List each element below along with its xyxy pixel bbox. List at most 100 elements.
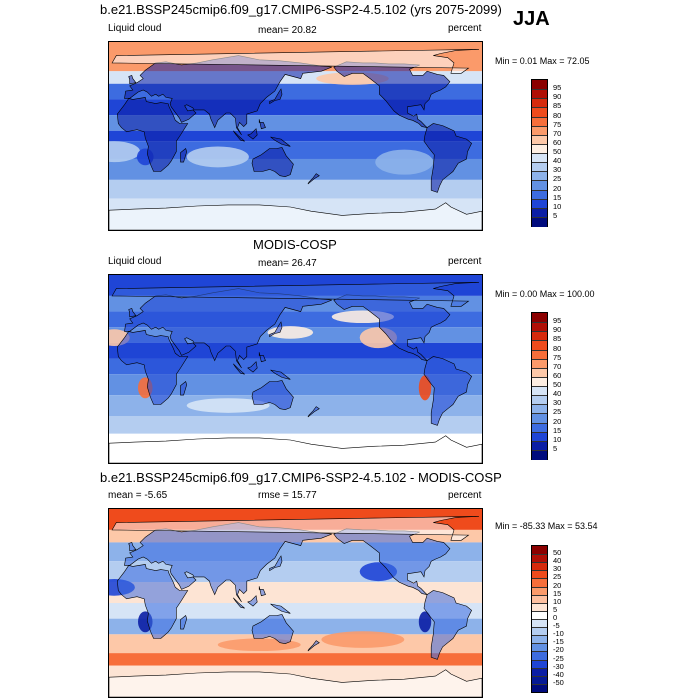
colorbar-tick-label: -10	[553, 629, 564, 639]
colorbar-cell	[532, 562, 547, 571]
colorbar-tick-label: 10	[553, 434, 562, 444]
colorbar-tick-label: 10	[553, 201, 562, 211]
colorbar-cell	[532, 546, 547, 555]
continent-sam	[423, 356, 472, 426]
continent-antarctica	[109, 669, 482, 697]
colorbar-tick-label: 40	[553, 389, 562, 399]
panel-3-center-label: rmse = 15.77	[258, 490, 317, 501]
field-band	[109, 603, 482, 619]
colorbar-cell	[532, 651, 547, 661]
continent-africa	[116, 564, 189, 639]
colorbar-tick-label: 90	[553, 325, 562, 335]
colorbar-tick-label: 10	[553, 596, 562, 606]
field-band	[109, 130, 482, 142]
panel-3-colorbar-labels: 50 40 30 25 20 15 10 5 0 -5 -10 -15 -20 -25 -30 -40 -50	[553, 545, 583, 691]
colorbar-tick-label: -15	[553, 637, 564, 647]
colorbar-cell	[532, 358, 547, 369]
colorbar-cell	[532, 162, 547, 172]
panel-3-left-label: mean = -5.65	[108, 490, 168, 501]
continent-nam	[333, 294, 451, 362]
field-band	[109, 358, 482, 375]
colorbar-tick-label: 80	[553, 343, 562, 353]
panel-2-colorbar	[531, 312, 548, 460]
colorbar-tick-label: 95	[553, 316, 562, 326]
island-nz	[307, 640, 320, 652]
field-band	[109, 374, 482, 396]
colorbar-cell	[532, 422, 547, 433]
colorbar-cell	[532, 340, 547, 350]
island-nz	[307, 406, 320, 418]
island-borneo	[247, 595, 258, 607]
continent-sam	[423, 123, 472, 193]
colorbar-cell	[532, 134, 547, 145]
colorbar-cell	[532, 431, 547, 442]
colorbar-tick-label: 15	[553, 588, 562, 598]
colorbar-tick-label: 5	[553, 604, 558, 614]
island-borneo	[247, 361, 258, 373]
colorbar-cell	[532, 125, 547, 136]
colorbar-cell	[532, 89, 547, 99]
colorbar-cell	[532, 322, 547, 332]
colorbar-cell	[532, 594, 547, 604]
colorbar-tick-label: 30	[553, 398, 562, 408]
island-sumatra	[233, 130, 245, 142]
colorbar-tick-label: 15	[553, 425, 562, 435]
colorbar-cell	[532, 602, 547, 612]
panel-1-colorbar	[531, 79, 548, 227]
colorbar-tick-label: 15	[553, 192, 562, 202]
colorbar-tick-label: -30	[553, 661, 564, 671]
colorbar-cell	[532, 404, 547, 414]
island-borneo	[247, 128, 258, 140]
panel-2-minmax: Min = 0.00 Max = 100.00	[495, 289, 595, 299]
map-canvas	[109, 275, 482, 463]
panel-3-map	[108, 508, 483, 698]
panel-2-title: MODIS-COSP	[253, 237, 337, 252]
field-blob	[418, 375, 432, 401]
colorbar-tick-label: 85	[553, 101, 562, 111]
colorbar-cell	[532, 675, 547, 685]
colorbar-cell	[532, 395, 547, 405]
panel-1-right-label: percent	[448, 23, 482, 34]
continent-greenland	[111, 282, 479, 307]
continent-australia	[251, 147, 294, 178]
panel-1-colorbar-labels: 95 90 85 80 75 70 60 50 40 30 25 20 15 10 5	[553, 79, 583, 225]
colorbar-cell	[532, 449, 547, 460]
colorbar-tick-label: 85	[553, 334, 562, 344]
continent-africa	[116, 330, 189, 405]
colorbar-tick-label: 70	[553, 361, 562, 371]
colorbar-tick-label: 60	[553, 370, 562, 380]
colorbar-cell	[532, 635, 547, 644]
island-japan	[269, 555, 283, 572]
colorbar-tick-label: -40	[553, 669, 564, 679]
colorbar-cell	[532, 413, 547, 423]
field-blob	[375, 149, 434, 175]
island-madagascar	[180, 380, 188, 396]
colorbar-cell	[532, 180, 547, 190]
panel-3-title: b.e21.BSSP245cmip6.f09_g17.CMIP6-SSP2-4.…	[100, 470, 502, 485]
island-indochina_ph	[258, 352, 266, 363]
panel-3-colorbar	[531, 545, 548, 693]
continent-australia	[251, 614, 294, 645]
colorbar-cell	[532, 116, 547, 127]
colorbar-cell	[532, 107, 547, 117]
field-blob	[186, 146, 249, 168]
colorbar-cell	[532, 313, 547, 323]
colorbar-cell	[532, 98, 547, 108]
island-sumatra	[233, 597, 245, 609]
panel-3-minmax: Min = -85.33 Max = 53.54	[495, 521, 598, 531]
colorbar-tick-label: 95	[553, 83, 562, 93]
colorbar-tick-label: 30	[553, 564, 562, 574]
field-band	[109, 342, 482, 359]
field-band	[109, 653, 482, 666]
continent-nam	[333, 61, 451, 129]
continent-africa	[116, 97, 189, 172]
colorbar-tick-label: 25	[553, 174, 562, 184]
season-label: JJA	[513, 8, 550, 30]
colorbar-tick-label: 20	[553, 183, 562, 193]
continent-australia	[251, 380, 294, 411]
colorbar-cell	[532, 667, 547, 677]
colorbar-cell	[532, 627, 547, 636]
island-madagascar	[180, 147, 188, 163]
colorbar-cell	[532, 80, 547, 90]
island-uk	[128, 75, 137, 85]
